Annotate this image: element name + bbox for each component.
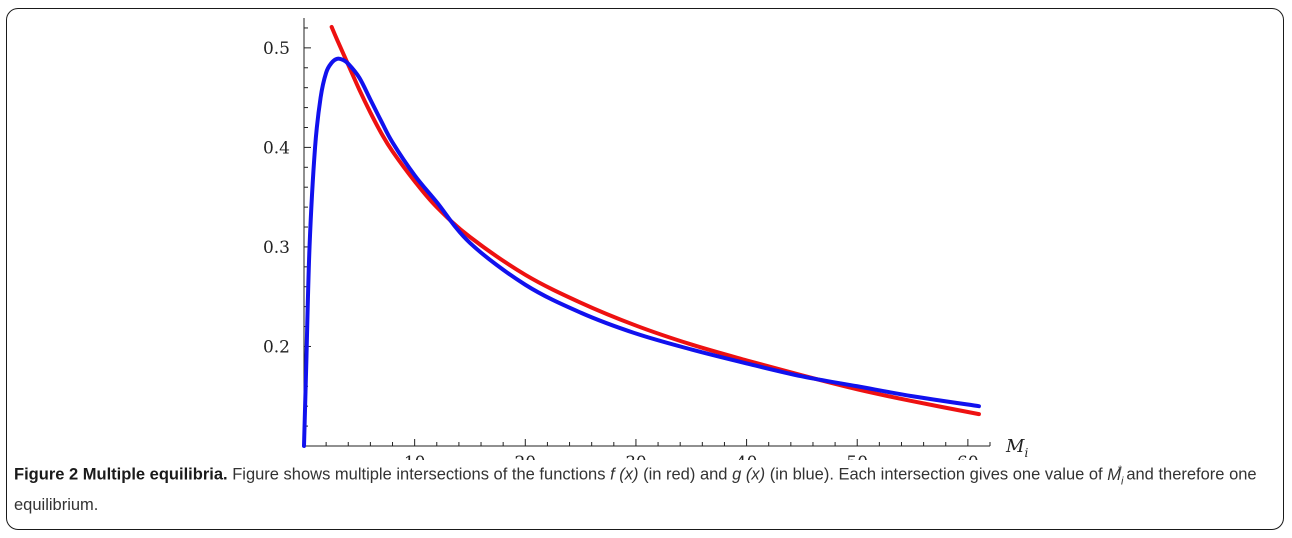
y-tick-label: 0.2 xyxy=(263,337,290,357)
x-tick-label: 50 xyxy=(846,453,868,460)
x-tick-label: 30 xyxy=(625,453,647,460)
y-tick-label: 0.5 xyxy=(263,39,290,59)
caption-f: f xyxy=(610,465,615,484)
caption-gx: (x) xyxy=(745,465,766,484)
figure-frame xyxy=(6,8,1284,530)
chart-tick-labels: 10 20 30 40 50 60 0.2 0.3 0.4 0.5 xyxy=(263,39,979,460)
x-tick-label: 40 xyxy=(736,453,758,460)
x-axis-label: Mi xyxy=(1005,436,1028,460)
figure-caption: Figure 2 Multiple equilibria. Figure sho… xyxy=(14,458,1276,517)
x-tick-label: 10 xyxy=(404,453,426,460)
chart-ticks xyxy=(304,27,991,446)
series-red-line xyxy=(329,24,981,417)
x-tick-label: 20 xyxy=(514,453,536,460)
y-tick-label: 0.3 xyxy=(263,238,290,258)
caption-title: Figure 2 Multiple equilibria. xyxy=(14,465,228,484)
chart: 10 20 30 40 50 60 0.2 0.3 0.4 0.5 Mi xyxy=(263,18,1028,460)
caption-text-2: (in red) and xyxy=(643,465,728,484)
x-tick-label: 60 xyxy=(957,453,979,460)
chart-axes xyxy=(303,18,990,447)
caption-g: g xyxy=(732,465,742,484)
chart-series xyxy=(302,24,981,448)
caption-fx: (x) xyxy=(619,465,639,484)
caption-text-1: Figure shows multiple intersections of t… xyxy=(232,465,606,484)
series-blue-line xyxy=(302,56,981,448)
caption-m: Mi* xyxy=(1107,464,1124,487)
caption-text-4: and therefore one equilibrium. xyxy=(14,465,1257,514)
caption-text-3: (in blue). Each intersection gives one v… xyxy=(769,465,1103,484)
y-tick-label: 0.4 xyxy=(263,138,290,158)
